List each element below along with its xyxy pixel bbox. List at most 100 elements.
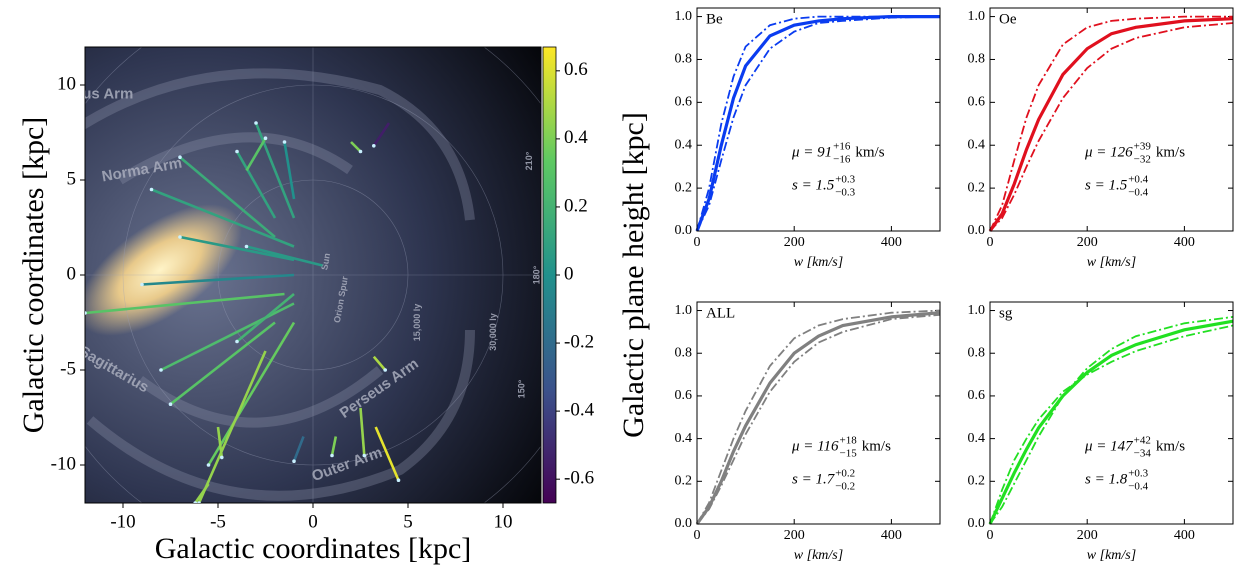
sightline — [85, 292, 285, 315]
star — [206, 463, 211, 467]
cdf-line — [989, 324, 1234, 525]
sightline — [374, 426, 400, 481]
y-tick-label: 0.0 — [968, 223, 986, 238]
y-tick-label: 1.0 — [675, 9, 693, 24]
stat-text: s = 1.5 — [792, 177, 835, 193]
stat-sub: −0.4 — [1128, 187, 1148, 199]
stat-sup: +0.3 — [1128, 468, 1148, 480]
axes-frame — [696, 301, 941, 525]
y-tick-label: 1.0 — [968, 9, 986, 24]
sightline — [246, 245, 323, 267]
stat-sup: +42 — [1134, 435, 1151, 447]
x-tick-label: 200 — [1077, 528, 1098, 543]
star — [358, 149, 363, 154]
sightline — [350, 141, 362, 153]
stat-sub: −32 — [1134, 154, 1151, 166]
x-tick-label: 200 — [784, 528, 805, 543]
star — [235, 149, 239, 154]
stat-sub: −0.4 — [1128, 481, 1148, 493]
stat-text: μ = 116 — [791, 438, 839, 454]
sightline — [160, 302, 295, 372]
x-tick-label: 400 — [1174, 235, 1195, 250]
stat-text: s = 1.8 — [1085, 471, 1128, 487]
x-axis-label: w [km/s] — [1087, 255, 1136, 270]
star — [197, 501, 201, 503]
star — [254, 121, 258, 125]
stat-sup: +16 — [833, 141, 851, 153]
y-tick-label: 0.6 — [968, 388, 986, 403]
y-tick-label: 0.2 — [675, 180, 693, 195]
sightline — [245, 137, 267, 172]
cdf-line — [988, 319, 1234, 525]
y-tick-label: 0.8 — [675, 52, 693, 67]
y-tick-label: 5 — [67, 168, 77, 189]
stat-text: s = 1.5 — [1085, 177, 1128, 193]
y-tick-label: 0.4 — [675, 137, 693, 152]
cdf-line — [696, 15, 940, 232]
y-tick-label: 0.0 — [968, 516, 986, 531]
map-annotation: us Arm — [82, 85, 133, 102]
axes-frame — [989, 301, 1234, 525]
stat-sub: −0.3 — [835, 187, 855, 199]
star — [282, 140, 287, 144]
sightline — [169, 321, 276, 406]
y-tick-label: -5 — [60, 358, 76, 379]
panel-label: Oe — [999, 11, 1017, 27]
x-tick-label: 400 — [881, 528, 902, 543]
star — [168, 402, 173, 407]
stat-text: μ = 147 — [1084, 438, 1134, 454]
star — [85, 311, 87, 315]
x-tick-label: 200 — [784, 235, 805, 250]
x-tick-label: 5 — [403, 511, 413, 532]
x-axis-label: w [km/s] — [1087, 548, 1136, 563]
stat-unit: km/s — [1156, 144, 1185, 160]
sightline — [179, 156, 276, 238]
y-tick-label: 0.0 — [675, 516, 693, 531]
colorbar-tick-label: 0.6 — [564, 59, 588, 80]
star — [292, 459, 296, 464]
map-annotation: 210° — [524, 151, 534, 170]
stat-unit: km/s — [1156, 438, 1185, 454]
cdf-line — [989, 15, 1233, 232]
y-tick-label: 0.8 — [968, 345, 986, 360]
map-annotation: Sun — [319, 252, 332, 270]
cdf-line — [695, 311, 941, 525]
colorbar — [542, 46, 557, 504]
star — [372, 144, 376, 148]
y-tick-label: 0.2 — [968, 180, 986, 195]
map-annotation: 150° — [516, 379, 526, 398]
stat-sup: +39 — [1134, 141, 1152, 153]
x-tick-label: -5 — [210, 511, 226, 532]
star — [178, 155, 182, 159]
y-tick-label: 1.0 — [675, 303, 693, 318]
y-tick-label: 0.0 — [675, 223, 693, 238]
sightline — [207, 321, 296, 466]
star — [140, 282, 144, 287]
cdf-line — [696, 15, 941, 232]
y-tick-label: 0.4 — [968, 137, 986, 152]
panel-label: Be — [706, 11, 723, 27]
sightline — [235, 150, 277, 219]
cdf-line — [696, 313, 941, 525]
star — [244, 244, 249, 249]
stat-sup: +0.3 — [835, 174, 855, 186]
colorbar-tick-label: -0.6 — [564, 468, 594, 489]
y-tick-label: 0.8 — [675, 345, 693, 360]
sightline — [283, 141, 296, 200]
sightline — [179, 235, 295, 262]
map-annotation: 180° — [532, 265, 542, 284]
x-tick-label: 400 — [881, 235, 902, 250]
map-annotation: 30,000 ly — [488, 313, 498, 351]
star — [178, 235, 182, 239]
y-tick-label: 0.4 — [675, 431, 693, 446]
x-tick-label: 0 — [694, 528, 701, 543]
colorbar-tick-label: 0.2 — [564, 195, 588, 216]
star — [193, 501, 197, 503]
sightline — [330, 436, 338, 456]
x-axis-label: w [km/s] — [794, 548, 843, 563]
stat-sup: +0.2 — [835, 468, 855, 480]
cdf-line — [696, 309, 941, 525]
stat-sub: −16 — [833, 154, 851, 166]
x-tick-label: 0 — [987, 528, 994, 543]
